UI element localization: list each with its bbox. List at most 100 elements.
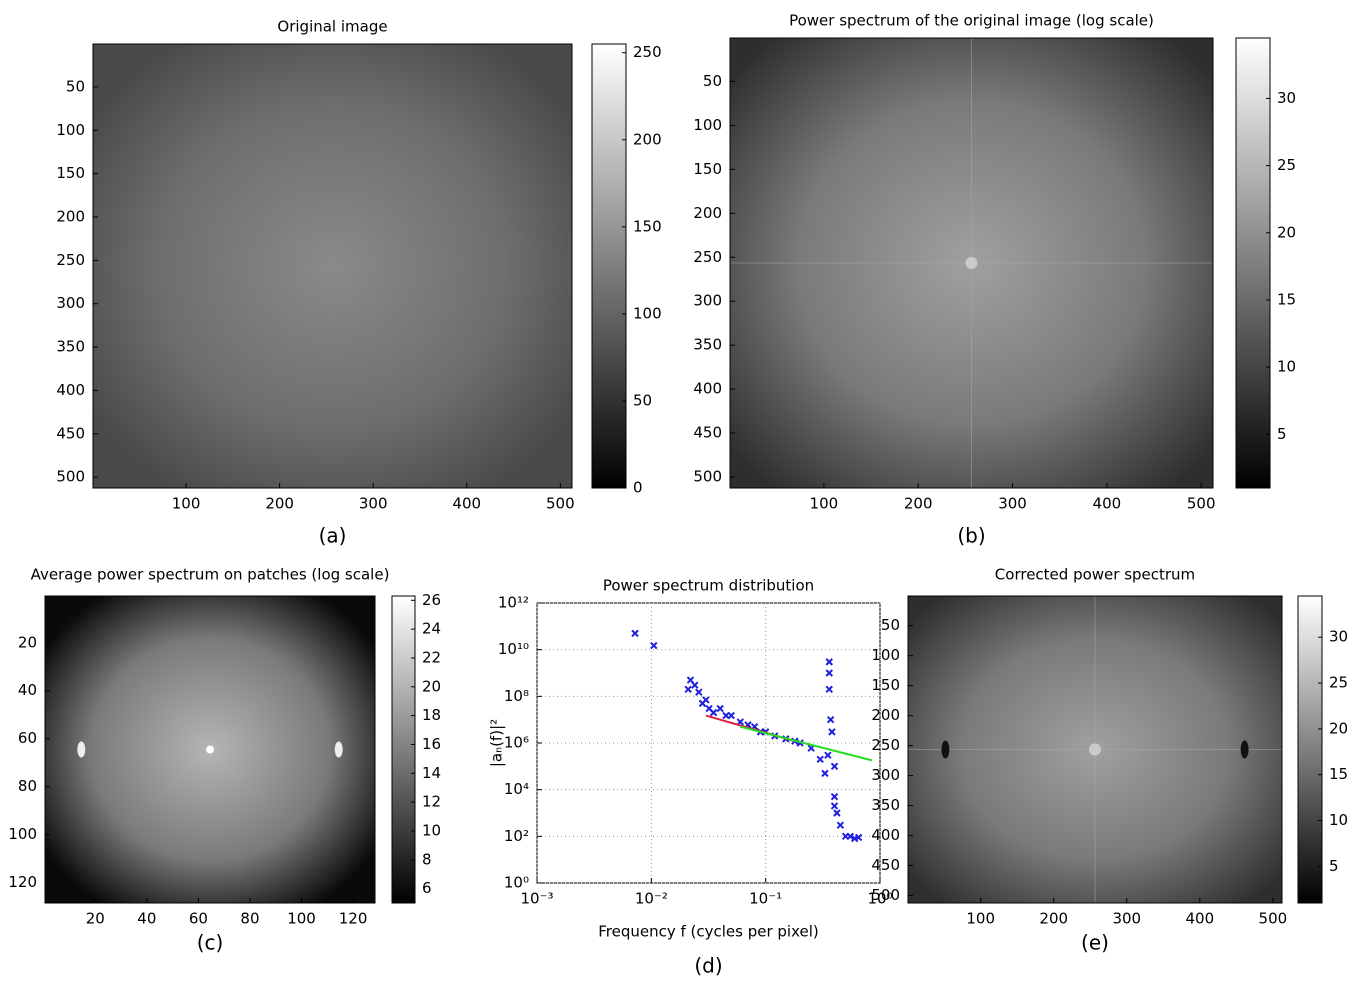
y-tick-label: 100 <box>56 121 85 139</box>
colorbar-tick-label: 22 <box>422 648 441 666</box>
y-tick-label: 300 <box>693 292 722 310</box>
x-tick-label: 200 <box>1039 910 1068 928</box>
y-tick-label: 500 <box>693 468 722 486</box>
colorbar-tick-label: 50 <box>633 391 652 409</box>
point <box>698 699 707 708</box>
peak <box>334 741 343 758</box>
point <box>836 821 845 829</box>
point <box>830 802 839 810</box>
x-tick-label: 80 <box>240 910 259 928</box>
spectrum-center <box>1089 743 1101 756</box>
x-tick-label: 100 <box>172 495 201 513</box>
y-tick-label: 200 <box>693 204 722 222</box>
colorbar-tick-label: 5 <box>1277 425 1287 443</box>
y-tick-label: 400 <box>871 826 900 844</box>
point <box>833 809 841 817</box>
colorbar-tick-label: 10 <box>1277 358 1296 376</box>
axes-frame <box>92 43 573 489</box>
y-tick-label: 500 <box>871 886 900 904</box>
point <box>830 762 839 771</box>
y-tick-label: 400 <box>56 381 85 399</box>
colorbar-tick-label: 150 <box>633 217 662 235</box>
x-tick-label: 200 <box>904 495 933 513</box>
panel-title: Corrected power spectrum <box>995 566 1195 584</box>
point <box>727 711 735 720</box>
y-tick-label: 60 <box>18 729 37 747</box>
colorbar-tick-label: 26 <box>422 591 441 609</box>
colorbar-tick-label: 20 <box>1277 223 1296 241</box>
y-tick-label: 80 <box>18 777 37 795</box>
panel-caption: (e) <box>1081 931 1109 955</box>
y-tick-label: 150 <box>871 676 900 694</box>
notch <box>941 740 950 759</box>
y-tick-label: 40 <box>18 681 37 699</box>
point <box>854 833 863 842</box>
y-tick-label: 350 <box>871 796 900 814</box>
y-tick-label: 250 <box>871 736 900 754</box>
x-tick-label: 400 <box>452 495 481 513</box>
x-tick-label: 100 <box>810 495 839 513</box>
point <box>828 728 836 736</box>
y-tick-label: 50 <box>881 616 900 634</box>
colorbar-tick-label: 20 <box>422 677 441 695</box>
colorbar-tick-label: 6 <box>422 879 432 897</box>
axes: 100 200 300 400 500 50 100 150 200 250 300 350 400 45… <box>56 43 575 513</box>
colorbar <box>1297 595 1323 904</box>
point <box>650 641 658 650</box>
y-tick-label: 100 <box>8 825 37 843</box>
y-tick-label: 350 <box>56 338 85 356</box>
spectrum-center <box>206 745 214 754</box>
image <box>93 44 572 488</box>
point <box>825 669 833 677</box>
y-tick-label: 50 <box>703 72 722 90</box>
colorbar-tick-label: 10 <box>1329 811 1347 829</box>
y-tick-label: 250 <box>693 248 722 266</box>
colorbar <box>391 595 416 904</box>
point <box>695 688 703 696</box>
colorbar-tick-label: 8 <box>422 850 432 868</box>
x-tick-label: 200 <box>265 495 294 513</box>
point <box>825 685 833 694</box>
point <box>816 755 824 764</box>
x-tick-label: 40 <box>137 910 156 928</box>
y-tick-label: 350 <box>693 336 722 354</box>
point <box>631 629 639 638</box>
x-tick-label: 400 <box>1186 910 1215 928</box>
peak <box>77 741 86 758</box>
point <box>826 715 835 724</box>
axes: 100 200 300 400 500 50 100 150 200 250 300 350 400 45… <box>693 37 1216 513</box>
panel-title: Power spectrum distribution <box>603 577 814 595</box>
point <box>825 658 833 666</box>
colorbar-tick-label: 18 <box>422 706 441 724</box>
y-tick-label: 10⁰ <box>504 874 529 892</box>
y-tick-label: 10¹⁰ <box>498 640 529 658</box>
y-tick-label: 150 <box>693 160 722 178</box>
y-tick-label: 10¹² <box>498 594 529 612</box>
axes: 20 40 60 80 100 120 20 40 60 80 100 120 <box>8 595 376 928</box>
y-tick-label: 200 <box>871 706 900 724</box>
panel-caption: (c) <box>197 931 224 955</box>
y-tick-label: 200 <box>56 208 85 226</box>
y-axis-label: |aₙ(f)|² <box>488 719 506 767</box>
colorbar-tick-label: 12 <box>422 793 441 811</box>
x-tick-label: 500 <box>546 495 575 513</box>
point <box>821 769 829 778</box>
x-tick-label: 20 <box>86 910 105 928</box>
y-tick-label: 300 <box>56 294 85 312</box>
panel-caption: (b) <box>957 524 985 548</box>
y-tick-label: 250 <box>56 251 85 269</box>
axes-frame <box>729 37 1214 489</box>
y-tick-label: 300 <box>871 766 900 784</box>
x-tick-label: 100 <box>966 910 995 928</box>
colorbar-tick-label: 100 <box>633 304 662 322</box>
x-tick-label: 300 <box>359 495 388 513</box>
x-tick-label: 300 <box>1112 910 1141 928</box>
y-tick-label: 20 <box>18 633 37 651</box>
y-tick-label: 100 <box>871 646 900 664</box>
notch <box>1240 740 1249 759</box>
point <box>709 708 718 717</box>
y-tick-label: 100 <box>693 116 722 134</box>
x-tick-label: 10⁰ <box>867 890 892 908</box>
point <box>691 681 699 689</box>
